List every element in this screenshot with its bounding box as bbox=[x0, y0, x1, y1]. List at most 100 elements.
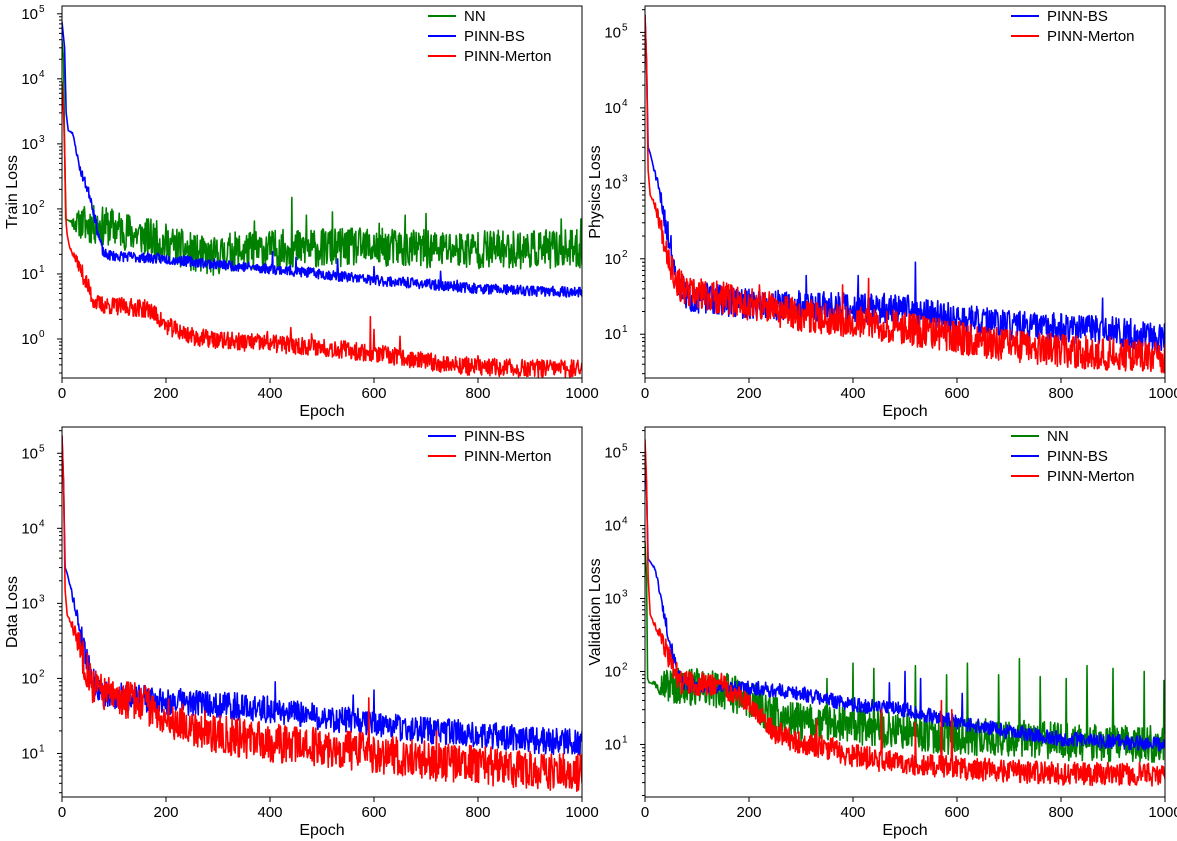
y-tick-exponent: 2 bbox=[622, 249, 628, 260]
series-line-pinn-bs bbox=[62, 21, 582, 298]
x-tick-label: 0 bbox=[641, 804, 649, 821]
x-tick-label: 200 bbox=[153, 804, 178, 821]
x-tick-label: 400 bbox=[257, 804, 282, 821]
series-group bbox=[645, 14, 1165, 374]
y-tick-exponent: 4 bbox=[622, 98, 628, 109]
legend: NN PINN-BS PINN-Merton bbox=[1011, 428, 1135, 485]
y-tick-label: 10 bbox=[604, 100, 621, 117]
axes-frame bbox=[644, 426, 1166, 798]
series-line-pinn-bs bbox=[645, 443, 1165, 752]
y-tick-label: 10 bbox=[604, 175, 621, 192]
y-tick-label: 10 bbox=[21, 201, 38, 218]
legend: NN PINN-BS PINN-Merton bbox=[428, 8, 552, 65]
x-tick-label: 800 bbox=[1048, 804, 1073, 821]
x-tick-label: 0 bbox=[58, 804, 66, 821]
legend-label: PINN-Merton bbox=[464, 448, 552, 465]
y-tick-label: 10 bbox=[21, 595, 38, 612]
y-tick-label: 10 bbox=[21, 331, 38, 348]
y-tick-exponent: 1 bbox=[622, 324, 628, 335]
x-tick-label: 200 bbox=[736, 385, 761, 402]
y-tick-label: 10 bbox=[21, 6, 38, 23]
y-tick-exponent: 4 bbox=[39, 518, 45, 529]
legend-label: PINN-BS bbox=[1047, 448, 1108, 465]
series-line-nn bbox=[645, 540, 1165, 764]
y-tick-label: 10 bbox=[21, 445, 38, 462]
x-tick-label: 800 bbox=[1048, 385, 1073, 402]
y-tick-label: 10 bbox=[604, 24, 621, 41]
y-tick-exponent: 2 bbox=[622, 661, 628, 672]
y-tick-label: 10 bbox=[21, 71, 38, 88]
y-tick-label: 10 bbox=[21, 745, 38, 762]
series-group bbox=[62, 435, 582, 792]
y-axis-label: Data Loss bbox=[4, 576, 21, 648]
y-tick-exponent: 5 bbox=[39, 4, 45, 15]
y-tick-exponent: 2 bbox=[39, 199, 45, 210]
series-line-pinn-bs bbox=[645, 14, 1165, 353]
y-tick-label: 10 bbox=[604, 663, 621, 680]
legend: PINN-BS PINN-Merton bbox=[428, 428, 552, 465]
x-tick-label: 200 bbox=[153, 385, 178, 402]
y-tick-exponent: 5 bbox=[39, 443, 45, 454]
x-tick-label: 400 bbox=[840, 804, 865, 821]
legend-label: NN bbox=[464, 8, 486, 25]
x-tick-label: 1000 bbox=[1148, 385, 1177, 402]
y-tick-label: 10 bbox=[21, 670, 38, 687]
y-axis-label: Train Loss bbox=[4, 155, 21, 229]
legend-label: PINN-BS bbox=[464, 28, 525, 45]
x-axis-label: Epoch bbox=[882, 403, 927, 420]
y-tick-label: 10 bbox=[21, 136, 38, 153]
y-tick-label: 10 bbox=[604, 518, 621, 535]
y-tick-exponent: 4 bbox=[622, 516, 628, 527]
series-group bbox=[645, 438, 1165, 787]
y-tick-label: 10 bbox=[21, 520, 38, 537]
y-tick-exponent: 1 bbox=[39, 264, 45, 275]
y-tick-label: 10 bbox=[604, 445, 621, 462]
y-tick-label: 10 bbox=[604, 736, 621, 753]
x-tick-label: 600 bbox=[944, 804, 969, 821]
x-tick-label: 0 bbox=[58, 385, 66, 402]
x-tick-label: 800 bbox=[465, 385, 490, 402]
x-tick-label: 1000 bbox=[1148, 804, 1177, 821]
legend-label: PINN-Merton bbox=[1047, 468, 1135, 485]
legend-label: PINN-Merton bbox=[1047, 28, 1135, 45]
series-line-pinn-merton bbox=[645, 14, 1165, 374]
x-tick-label: 200 bbox=[736, 804, 761, 821]
x-axis-label: Epoch bbox=[299, 403, 344, 420]
y-tick-exponent: 4 bbox=[39, 69, 45, 80]
legend-label: PINN-Merton bbox=[464, 48, 552, 65]
y-tick-exponent: 3 bbox=[39, 134, 45, 145]
y-axis-label: Validation Loss bbox=[587, 558, 604, 665]
series-line-pinn-merton bbox=[62, 435, 582, 792]
y-tick-label: 10 bbox=[604, 590, 621, 607]
y-tick-exponent: 5 bbox=[622, 443, 628, 454]
y-tick-label: 10 bbox=[604, 251, 621, 268]
y-tick-exponent: 3 bbox=[39, 593, 45, 604]
series-group bbox=[62, 21, 582, 378]
series-line-nn bbox=[62, 38, 582, 276]
chart-validation: 02004006008001000101102103104105EpochVal… bbox=[587, 426, 1177, 839]
axes-frame bbox=[61, 5, 583, 379]
x-tick-label: 600 bbox=[944, 385, 969, 402]
chart-physics: 02004006008001000101102103104105EpochPhy… bbox=[587, 5, 1177, 420]
y-tick-label: 10 bbox=[604, 326, 621, 343]
y-axis-label: Physics Loss bbox=[587, 145, 604, 238]
y-tick-exponent: 5 bbox=[622, 22, 628, 33]
x-axis-label: Epoch bbox=[882, 822, 927, 839]
legend-label: PINN-BS bbox=[464, 428, 525, 445]
legend: PINN-BS PINN-Merton bbox=[1011, 8, 1135, 45]
series-line-pinn-merton bbox=[645, 438, 1165, 787]
axes-frame bbox=[61, 426, 583, 798]
legend-label: PINN-BS bbox=[1047, 8, 1108, 25]
y-tick-exponent: 0 bbox=[39, 329, 45, 340]
x-tick-label: 600 bbox=[361, 385, 386, 402]
x-tick-label: 600 bbox=[361, 804, 386, 821]
series-line-pinn-merton bbox=[62, 81, 582, 378]
legend-label: NN bbox=[1047, 428, 1069, 445]
y-tick-exponent: 1 bbox=[39, 743, 45, 754]
x-tick-label: 0 bbox=[641, 385, 649, 402]
axes-frame bbox=[644, 5, 1166, 379]
x-axis-label: Epoch bbox=[299, 822, 344, 839]
